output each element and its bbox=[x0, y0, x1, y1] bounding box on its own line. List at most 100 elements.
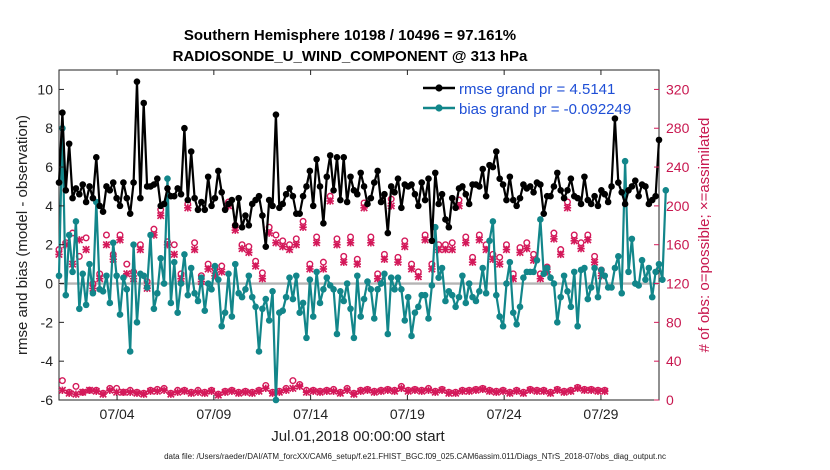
x-axis-ticks: 07/04 07/09 07/14 07/19 07/24 07/29 bbox=[100, 70, 619, 422]
rmse-point bbox=[76, 190, 83, 198]
bias-point bbox=[120, 274, 127, 282]
bias-point bbox=[520, 274, 527, 282]
obs-assimilated-marker bbox=[458, 387, 467, 396]
rmse-point bbox=[550, 183, 558, 190]
rmse-point bbox=[374, 167, 381, 175]
obs-assimilated-marker bbox=[329, 387, 338, 396]
bias-point bbox=[215, 276, 222, 283]
obs-assimilated-marker bbox=[495, 260, 504, 268]
legend-bias-label: bias grand pr = -0.092249 bbox=[459, 101, 631, 118]
rmse-point bbox=[594, 202, 602, 210]
bias-point bbox=[438, 264, 446, 272]
obs-assimilated-marker bbox=[590, 258, 599, 266]
bias-point bbox=[587, 284, 595, 291]
rmse-point bbox=[316, 183, 324, 190]
obs-assimilated-marker bbox=[146, 387, 155, 396]
bias-point bbox=[133, 319, 141, 326]
x-axis-label: Jul.01,2018 00:00:00 start bbox=[271, 428, 445, 445]
obs-assimilated-marker bbox=[234, 389, 243, 397]
bias-point bbox=[591, 264, 598, 272]
bias-point bbox=[265, 317, 273, 324]
footer-datafile: data file: /Users/raeder/DAI/ATM_forcXX/… bbox=[164, 452, 666, 461]
y-right-tick-label: 160 bbox=[666, 237, 690, 253]
bias-point bbox=[489, 218, 497, 225]
y-right-tick-label: 320 bbox=[666, 81, 690, 97]
bias-point bbox=[323, 274, 331, 282]
obs-assimilated-marker bbox=[346, 238, 355, 247]
obs-assimilated-marker bbox=[316, 388, 324, 397]
bias-point bbox=[170, 258, 178, 266]
rmse-point bbox=[445, 223, 453, 231]
bias-point bbox=[465, 280, 473, 287]
bias-point bbox=[109, 239, 117, 247]
bias-point bbox=[238, 293, 246, 301]
bias-point bbox=[343, 280, 351, 287]
rmse-point bbox=[265, 196, 273, 204]
chart-subtitle: RADIOSONDE_U_WIND_COMPONENT @ 313 hPa bbox=[173, 48, 528, 65]
bias-point bbox=[333, 330, 341, 338]
obs-possible-marker bbox=[530, 250, 538, 258]
obs-possible-marker bbox=[292, 235, 300, 243]
rmse-point bbox=[615, 179, 622, 186]
obs-assimilated-marker bbox=[190, 245, 199, 254]
rmse-point bbox=[72, 185, 80, 192]
obs-assimilated-marker bbox=[556, 250, 565, 259]
rmse-point bbox=[99, 208, 107, 216]
obs-assimilated-marker bbox=[153, 387, 162, 396]
obs-assimilated-marker bbox=[299, 223, 307, 232]
obs-possible-marker bbox=[550, 229, 558, 237]
bias-point bbox=[76, 305, 83, 313]
rmse-point bbox=[184, 196, 192, 204]
bias-point bbox=[79, 270, 87, 278]
obs-assimilated-marker bbox=[546, 389, 555, 397]
rmse-point bbox=[245, 221, 253, 229]
bias-point bbox=[567, 303, 575, 311]
bias-point bbox=[530, 268, 537, 276]
bias-point bbox=[218, 322, 226, 330]
rmse-point bbox=[55, 179, 63, 186]
obs-assimilated-marker bbox=[350, 390, 358, 398]
bias-point bbox=[435, 274, 442, 282]
rmse-point bbox=[326, 152, 334, 159]
bias-point bbox=[560, 272, 568, 280]
obs-assimilated-marker bbox=[421, 236, 429, 244]
bias-point bbox=[364, 278, 371, 285]
obs-assimilated-marker bbox=[570, 237, 579, 245]
obs-assimilated-marker bbox=[550, 235, 558, 243]
bias-point bbox=[286, 274, 293, 282]
bias-point bbox=[550, 280, 558, 287]
rmse-point bbox=[418, 179, 426, 186]
rmse-line bbox=[57, 80, 661, 248]
bias-point bbox=[208, 286, 215, 293]
bias-point bbox=[648, 293, 656, 301]
obs-assimilated-marker bbox=[523, 244, 531, 253]
obs-possible-marker bbox=[258, 269, 266, 277]
obs-assimilated-marker bbox=[472, 386, 480, 395]
obs-assimilated-marker bbox=[526, 386, 534, 395]
rmse-point bbox=[286, 185, 293, 192]
obs-possible-marker bbox=[191, 239, 199, 247]
bias-point bbox=[211, 262, 219, 270]
rmse-point bbox=[618, 188, 626, 196]
obs-possible-marker bbox=[448, 239, 456, 247]
bias-point bbox=[479, 264, 487, 272]
bias-point bbox=[245, 272, 253, 280]
rmse-point bbox=[208, 202, 215, 210]
bias-point bbox=[652, 268, 659, 276]
obs-assimilated-marker bbox=[258, 274, 267, 283]
bias-point bbox=[86, 260, 93, 268]
rmse-point bbox=[398, 204, 405, 212]
bias-point bbox=[621, 157, 629, 165]
obs-assimilated-marker bbox=[194, 388, 202, 397]
rmse-point bbox=[69, 194, 76, 202]
bias-point bbox=[540, 270, 548, 278]
obs-assimilated-marker bbox=[323, 387, 331, 396]
obs-assimilated-marker bbox=[397, 384, 406, 393]
bias-point bbox=[581, 264, 588, 272]
rmse-point bbox=[160, 200, 168, 208]
rmse-point bbox=[269, 202, 276, 210]
rmse-point bbox=[459, 183, 466, 190]
bias-point bbox=[601, 272, 609, 280]
y-right-tick-label: 120 bbox=[666, 276, 690, 292]
rmse-point bbox=[604, 198, 612, 206]
